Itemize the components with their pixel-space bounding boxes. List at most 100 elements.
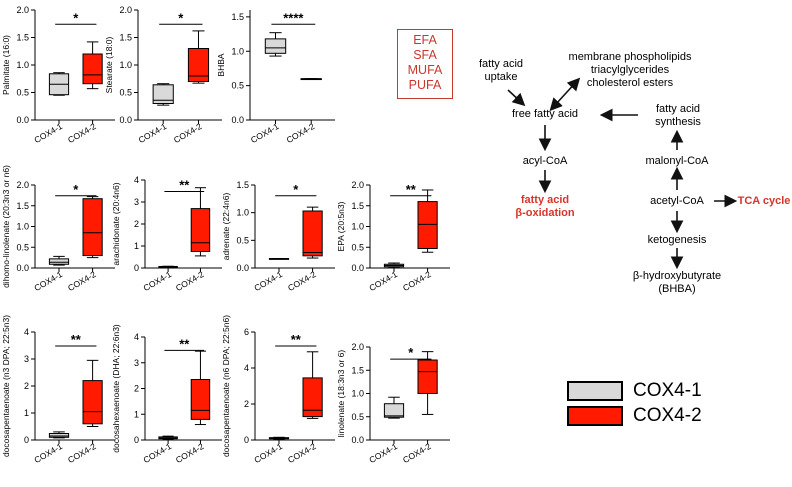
box-COX4-1 <box>264 38 287 54</box>
y-axis-label: linolenate (18:3n3 or 6) <box>336 350 346 438</box>
y-axis-label: arachidonate (20:4n6) <box>111 182 121 265</box>
y-tick-label: 1.5 <box>236 180 249 190</box>
node-fa-uptake: fatty acid uptake <box>478 58 524 83</box>
y-tick-label: 1.0 <box>236 208 249 218</box>
box-COX4-1 <box>383 403 405 418</box>
y-tick-label: 1.5 <box>351 365 364 375</box>
node-free-fa: free fatty acid <box>511 108 579 120</box>
y-tick-label: 2.0 <box>16 180 29 190</box>
y-tick-label: 0.0 <box>16 263 29 273</box>
y-tick-label: 0.5 <box>231 81 244 91</box>
y-tick-label: 1.5 <box>16 33 29 43</box>
y-axis-label: dihomo-linolenate (20:3n3 or n6) <box>1 165 11 288</box>
significance-marker: ** <box>406 182 417 197</box>
y-tick-label: 1.5 <box>16 201 29 211</box>
y-tick-label: 0 <box>24 435 29 445</box>
y-tick-label: 2.0 <box>351 180 364 190</box>
y-tick-label: 0 <box>134 263 139 273</box>
y-tick-label: 0.5 <box>236 235 249 245</box>
y-axis-label: docosapentaenoate (n6 DPA; 22:5n6) <box>221 315 231 457</box>
y-tick-label: 1.0 <box>119 60 132 70</box>
y-tick-label: 2 <box>24 381 29 391</box>
y-tick-label: 3 <box>24 354 29 364</box>
significance-marker: ** <box>291 332 302 347</box>
significance-marker: ** <box>179 177 190 192</box>
y-tick-label: 3 <box>134 358 139 368</box>
legend-label-cox4-2: COX4-2 <box>633 405 702 426</box>
box-COX4-2 <box>417 359 438 394</box>
y-tick-label: 0.5 <box>16 88 29 98</box>
y-tick-label: 2.0 <box>351 342 364 352</box>
significance-marker: **** <box>283 10 304 25</box>
y-tick-label: 2 <box>134 384 139 394</box>
y-tick-label: 0.0 <box>351 435 364 445</box>
y-tick-label: 2 <box>134 219 139 229</box>
y-tick-label: 1 <box>24 408 29 418</box>
y-tick-label: 0.0 <box>16 115 29 125</box>
fatty-acid-class-box: EFA SFA MUFA PUFA <box>397 29 453 99</box>
y-tick-label: 2 <box>244 399 249 409</box>
y-tick-label: 4 <box>24 327 29 337</box>
y-tick-label: 4 <box>244 363 249 373</box>
box-COX4-2 <box>190 378 211 420</box>
arrow-membrane <box>549 77 581 112</box>
y-tick-label: 0.0 <box>119 115 132 125</box>
y-tick-label: 1.5 <box>231 12 244 22</box>
box-COX4-2 <box>82 380 103 425</box>
y-tick-label: 1.0 <box>351 389 364 399</box>
box-COX4-2 <box>82 53 103 85</box>
legend-cox4-2: COX4-2 <box>567 405 702 427</box>
y-tick-label: 1.5 <box>351 201 364 211</box>
node-ketogenesis: ketogenesis <box>647 234 707 246</box>
y-tick-label: 1.0 <box>231 46 244 56</box>
y-tick-label: 0.0 <box>351 263 364 273</box>
y-tick-label: 6 <box>244 327 249 337</box>
y-tick-label: 0.0 <box>231 115 244 125</box>
y-tick-label: 2.0 <box>119 5 132 15</box>
y-axis-label: Stearate (18:0) <box>104 36 114 93</box>
box-COX4-1 <box>48 433 70 438</box>
y-tick-label: 0.5 <box>16 242 29 252</box>
y-tick-label: 4 <box>134 175 139 185</box>
legend-label-cox4-1: COX4-1 <box>633 380 702 401</box>
node-membrane: membrane phospholipids triacylglycerides… <box>568 51 692 89</box>
y-axis-label: docosapentaenoate (n3 DPA; 22:5n3) <box>1 315 11 457</box>
box-COX4-1 <box>48 258 70 265</box>
y-axis-label: BHBA <box>216 53 226 76</box>
node-bhba: β-hydroxybutyrate (BHBA) <box>632 270 722 295</box>
y-tick-label: 1 <box>134 409 139 419</box>
y-tick-label: 0 <box>244 435 249 445</box>
y-tick-label: 1.5 <box>119 33 132 43</box>
y-axis-label: docosahexaenoate (DHA; 22:6n3) <box>111 324 121 453</box>
box-COX4-2 <box>187 48 210 82</box>
significance-marker: ** <box>71 332 82 347</box>
y-tick-label: 0.0 <box>236 263 249 273</box>
legend-swatch-cox4-1 <box>567 381 623 401</box>
y-tick-label: 2.0 <box>16 5 29 15</box>
y-axis-label: adrenate (22:4n6) <box>221 193 231 261</box>
y-tick-label: 3 <box>134 197 139 207</box>
significance-marker: * <box>293 182 299 197</box>
y-tick-label: 0.5 <box>351 242 364 252</box>
box-COX4-2 <box>302 377 323 418</box>
node-tca-cycle: TCA cycle <box>737 195 791 207</box>
significance-marker: * <box>73 10 79 25</box>
fa-class-mufa: MUFA <box>407 63 443 77</box>
significance-marker: * <box>408 345 414 360</box>
fa-class-efa: EFA <box>413 33 437 47</box>
y-tick-label: 1.0 <box>16 222 29 232</box>
y-axis-label: Palmitate (16:0) <box>1 35 11 95</box>
significance-marker: ** <box>179 336 190 351</box>
y-tick-label: 0.5 <box>119 88 132 98</box>
arrow-uptake <box>507 89 526 107</box>
y-tick-label: 4 <box>134 332 139 342</box>
y-tick-label: 1.0 <box>351 222 364 232</box>
node-malonyl-coa: malonyl-CoA <box>645 155 709 167</box>
box-COX4-2 <box>190 208 211 253</box>
box-COX4-2 <box>302 210 323 257</box>
node-fa-synthesis: fatty acid synthesis <box>655 103 701 128</box>
y-tick-label: 1.0 <box>16 60 29 70</box>
node-beta-oxidation: fatty acid β-oxidation <box>515 194 575 219</box>
